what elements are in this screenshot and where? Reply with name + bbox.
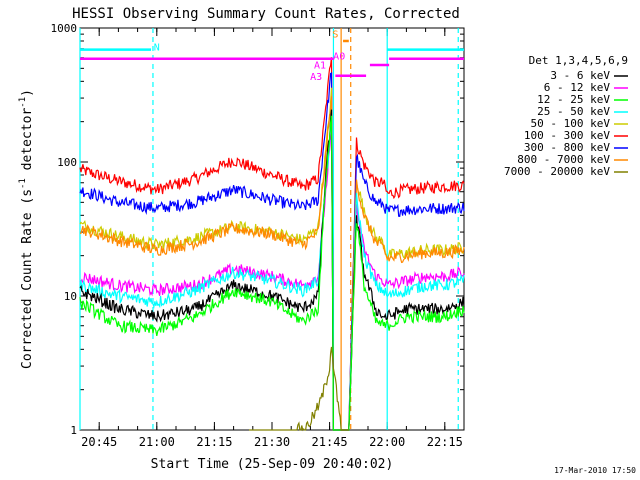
series-line (79, 87, 465, 431)
y-axis-label-sup1: -1 (18, 178, 28, 189)
y-axis-label: Corrected Count Rate (s-1 detector-1) (18, 89, 35, 369)
series-line (79, 72, 465, 431)
series-line (79, 109, 465, 431)
legend-entry-label: 12 - 25 keV (537, 93, 610, 106)
plot-frame (79, 27, 465, 431)
y-tick-label: 1000 (51, 22, 78, 35)
legend-entry-label: 6 - 12 keV (544, 81, 611, 94)
y-tick-label: 10 (64, 290, 77, 303)
plot-area: N S A1 A0 A3 (79, 27, 465, 432)
x-tick-label: 21:00 (139, 435, 175, 449)
legend-entry-label: 800 - 7000 keV (517, 153, 610, 166)
series-line (79, 125, 465, 431)
y-axis-label-end: ) (20, 89, 35, 97)
legend-entry-label: 3 - 6 keV (550, 69, 610, 82)
series-line (249, 346, 349, 432)
legend-entry-label: 7000 - 20000 keV (504, 165, 610, 178)
attenuator-segments (80, 39, 464, 78)
x-tick-labels: 20:45 21:00 21:15 21:30 21:45 22:00 22:15 (81, 435, 463, 449)
series-line (79, 115, 465, 431)
annotation-label: A1 (314, 60, 326, 71)
x-tick-label: 21:45 (312, 435, 348, 449)
legend-entry-label: 50 - 100 keV (531, 117, 611, 130)
x-tick-label: 21:15 (196, 435, 232, 449)
legend-entry-label: 300 - 800 keV (524, 141, 610, 154)
axis-ticks (79, 27, 465, 431)
legend-header: Det 1,3,4,5,6,9 (529, 54, 628, 67)
x-tick-label: 22:15 (427, 435, 463, 449)
legend-entry-label: 25 - 50 keV (537, 105, 610, 118)
x-tick-label: 22:00 (369, 435, 405, 449)
y-axis-label-mid: detector (20, 108, 35, 179)
footer-timestamp: 17-Mar-2010 17:50 (554, 466, 636, 475)
annotation-label: S (332, 29, 338, 40)
annotation-label: N (154, 42, 160, 53)
legend-entry-label: 100 - 300 keV (524, 129, 610, 142)
x-tick-label: 20:45 (81, 435, 117, 449)
series-line (79, 116, 465, 431)
y-axis-label-sup2: -1 (18, 97, 28, 108)
y-axis-label-main: Corrected Count Rate (s (20, 189, 35, 369)
x-tick-label: 21:30 (254, 435, 290, 449)
y-tick-labels: 1 10 100 1000 (51, 22, 78, 437)
y-tick-label: 100 (57, 156, 77, 169)
chart-title: HESSI Observing Summary Count Rates, Cor… (72, 6, 460, 22)
series-line (79, 57, 465, 431)
annotation-label: A0 (333, 52, 345, 63)
y-tick-label: 1 (70, 424, 77, 437)
series-line (79, 96, 465, 431)
x-axis-label: Start Time (25-Sep-09 20:40:02) (151, 457, 394, 472)
series-layer (79, 57, 465, 432)
chart-annotations: N S A1 A0 A3 (154, 29, 345, 82)
annotation-label: A3 (310, 72, 322, 83)
